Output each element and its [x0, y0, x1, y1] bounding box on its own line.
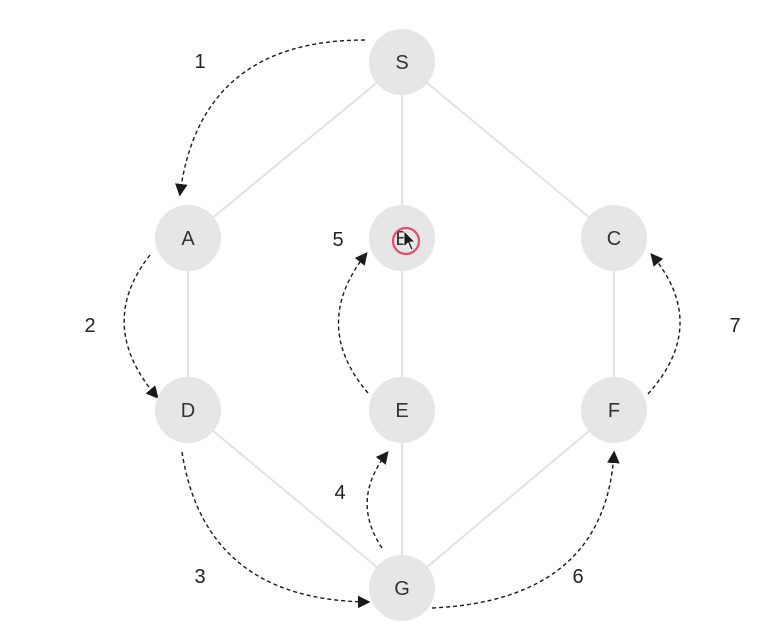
- step-arrow-6: [431, 450, 620, 609]
- node-s-circle: [369, 29, 435, 95]
- edges-layer: [187, 61, 615, 589]
- node-g-label: G: [394, 578, 410, 600]
- node-a-circle: [155, 205, 221, 271]
- nodes-layer: S A B C D E F G: [155, 29, 647, 621]
- node-c-circle: [581, 205, 647, 271]
- node-c: C: [581, 205, 647, 271]
- edge-s-a: [187, 61, 403, 239]
- step-arrow-3: [181, 451, 371, 609]
- node-d: D: [155, 377, 221, 443]
- step-arrow-5: [337, 252, 369, 394]
- node-f: F: [581, 377, 647, 443]
- step-label-5: 5: [332, 229, 343, 251]
- step-label-7: 7: [729, 315, 740, 337]
- step-arrow-1: [175, 39, 366, 197]
- node-s-label: S: [395, 52, 408, 74]
- step-arrow-2: [123, 254, 159, 399]
- node-e: E: [369, 377, 435, 443]
- step-arrow-4: [366, 451, 389, 549]
- node-b: B: [369, 205, 435, 271]
- edge-f-g: [401, 409, 615, 589]
- step-label-1: 1: [194, 51, 205, 73]
- edge-s-c: [401, 61, 615, 239]
- step-label-4: 4: [334, 482, 345, 504]
- node-d-circle: [155, 377, 221, 443]
- step-labels-layer: 1 2 3 4 5 6 7: [84, 51, 740, 588]
- node-d-label: D: [181, 400, 195, 422]
- mouse-cursor: [391, 226, 421, 256]
- step-label-3: 3: [194, 566, 205, 588]
- step-label-2: 2: [84, 315, 95, 337]
- node-s: S: [369, 29, 435, 95]
- cursor-highlight-ring-icon: [391, 226, 421, 256]
- node-c-label: C: [607, 228, 621, 250]
- cursor-pointer-icon: [403, 230, 416, 251]
- node-e-label: E: [395, 400, 408, 422]
- node-a: A: [155, 205, 221, 271]
- node-g-circle: [369, 555, 435, 621]
- node-e-circle: [369, 377, 435, 443]
- step-arrow-7: [647, 253, 681, 395]
- node-f-label: F: [608, 400, 620, 422]
- node-f-circle: [581, 377, 647, 443]
- step-label-6: 6: [572, 566, 583, 588]
- node-a-label: A: [181, 228, 195, 250]
- traversal-arrows-layer: [123, 39, 681, 609]
- edge-d-g: [187, 409, 403, 589]
- node-b-circle: [369, 205, 435, 271]
- node-g: G: [369, 555, 435, 621]
